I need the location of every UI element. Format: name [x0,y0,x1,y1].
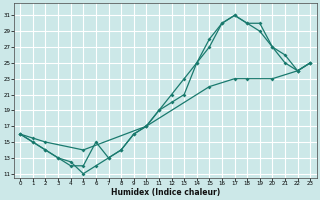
X-axis label: Humidex (Indice chaleur): Humidex (Indice chaleur) [111,188,220,197]
